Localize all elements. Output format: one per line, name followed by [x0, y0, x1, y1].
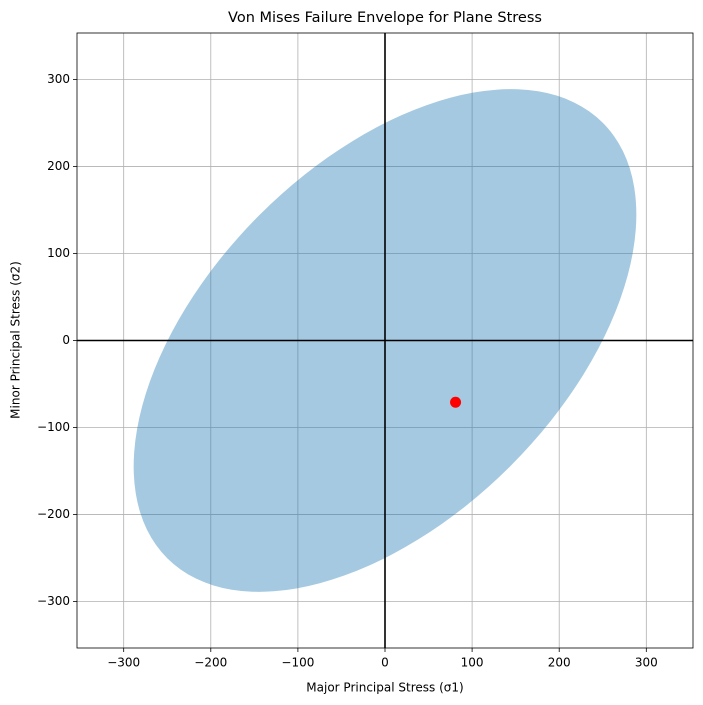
x-tick-label: 200: [548, 656, 571, 670]
y-tick-label: −100: [37, 420, 70, 434]
y-tick-label: −200: [37, 507, 70, 521]
y-axis-label: Minor Principal Stress (σ2): [9, 261, 23, 419]
x-tick-label: 300: [635, 656, 658, 670]
x-tick-label: −300: [107, 656, 140, 670]
y-tick-label: 100: [47, 246, 70, 260]
y-tick-label: −300: [37, 594, 70, 608]
plot-frame: [76, 32, 694, 649]
failure-envelope: [133, 89, 637, 592]
stress-point: [450, 396, 462, 408]
y-tick-label: 0: [62, 333, 70, 347]
chart-title: Von Mises Failure Envelope for Plane Str…: [228, 10, 542, 26]
x-tick-label: −100: [281, 656, 314, 670]
y-tick-label: 300: [47, 72, 70, 86]
y-tick-label: 200: [47, 159, 70, 173]
x-tick-label: −200: [194, 656, 227, 670]
x-tick-label: 100: [461, 656, 484, 670]
x-axis-label: Major Principal Stress (σ1): [306, 681, 463, 695]
x-tick-label: 0: [381, 656, 389, 670]
